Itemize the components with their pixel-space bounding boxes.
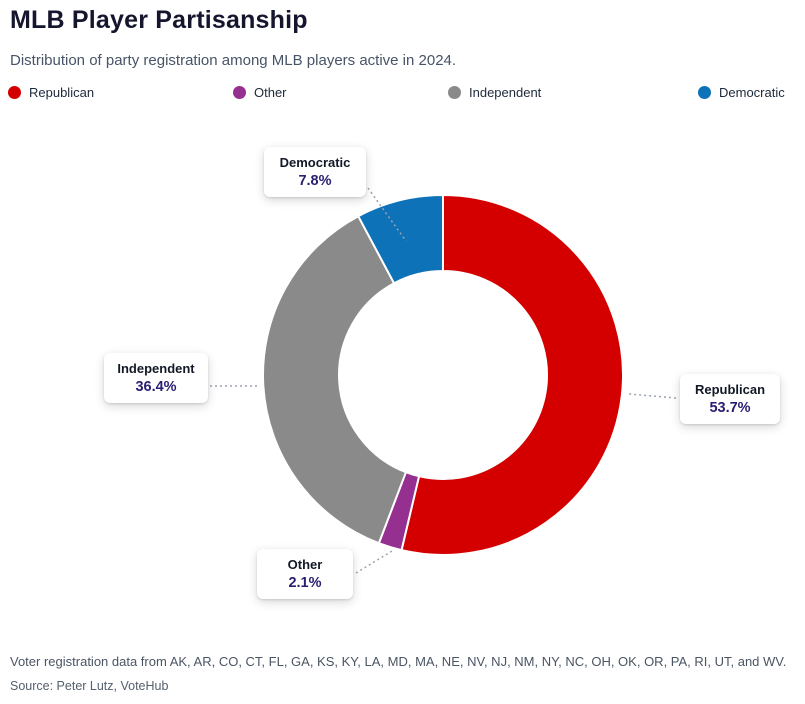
slice-republican[interactable] [400,193,624,556]
callout-value: 36.4% [135,379,177,395]
callout-value: 2.1% [288,575,322,591]
slice-independent[interactable] [262,214,408,545]
callout-label: Independent [117,361,195,376]
callout-value: 7.8% [298,173,332,189]
legend-item-other[interactable]: Other [233,85,287,100]
chart-source: Source: Peter Lutz, VoteHub [10,679,169,693]
legend-swatch-democratic-icon [698,86,711,99]
legend-label: Democratic [719,85,785,100]
legend-item-democratic[interactable]: Democratic [698,85,785,100]
legend-label: Other [254,85,287,100]
legend-label: Republican [29,85,95,100]
callout-value: 53.7% [709,400,751,416]
legend-swatch-other-icon [233,86,246,99]
callout-label: Other [287,557,323,572]
callout-republican: Republican 53.7% [680,374,780,424]
leader-line-other [355,550,393,574]
page-title: MLB Player Partisanship [10,6,308,34]
chart-footnote: Voter registration data from AK, AR, CO,… [10,654,787,669]
callout-label: Republican [694,382,766,397]
leader-line-republican [628,393,677,399]
legend-swatch-republican-icon [8,86,21,99]
chart-subtitle: Distribution of party registration among… [10,52,457,69]
legend-swatch-independent-icon [448,86,461,99]
legend-item-independent[interactable]: Independent [448,85,541,100]
slice-democratic[interactable] [356,193,444,285]
callout-democratic: Democratic 7.8% [264,147,366,197]
callout-other: Other 2.1% [257,549,353,599]
callout-independent: Independent 36.4% [104,353,208,403]
callout-label: Democratic [279,155,351,170]
donut-slices [262,193,624,556]
legend-item-republican[interactable]: Republican [8,85,94,100]
legend-label: Independent [469,85,542,100]
leader-line-democratic [367,187,407,242]
